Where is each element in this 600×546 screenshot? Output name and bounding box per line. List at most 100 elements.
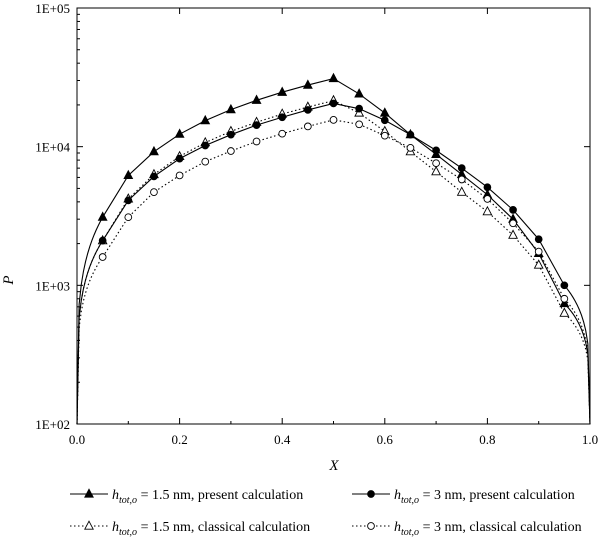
- series-4-point: [483, 195, 492, 203]
- series-4-point: [201, 157, 210, 166]
- series-4-point: [175, 171, 184, 180]
- series-4-line: [76, 119, 591, 425]
- series-1-point: [379, 107, 390, 117]
- legend-subscript: tot,o: [401, 527, 419, 538]
- series-3-point: [150, 172, 158, 181]
- series-4-point: [227, 147, 235, 155]
- series-4-point: [380, 131, 389, 140]
- axes: 0.0 0.2 0.4 0.6 0.8 1.0 1E+02 1E+03 1E+04 1E+05: [35, 1, 598, 447]
- series-3-point: [483, 183, 492, 192]
- series-3-point: [432, 146, 440, 155]
- x-tick-label: 1.0: [582, 432, 598, 447]
- series-4-point: [457, 175, 466, 184]
- legend-symbol: h: [394, 488, 401, 503]
- y-tick-label: 1E+02: [35, 417, 70, 432]
- series-3-point: [329, 99, 338, 108]
- legend-marker: [84, 488, 94, 498]
- series-1-point: [328, 72, 339, 83]
- series-1-point: [302, 79, 313, 89]
- series-4-point: [406, 144, 415, 152]
- legend-marker: [367, 490, 375, 498]
- series-3-point: [124, 196, 133, 205]
- legend-description: = 1.5 nm, present calculation: [137, 488, 303, 503]
- x-tick-label: 0.6: [377, 432, 394, 447]
- series-2-point: [482, 205, 493, 216]
- x-axis-label: X: [328, 458, 339, 474]
- series-3-point: [534, 235, 543, 244]
- series-3-point: [509, 206, 517, 214]
- series-3-point: [457, 164, 466, 172]
- series-1-point: [354, 88, 365, 98]
- series-4-point: [150, 188, 158, 196]
- legend-entry-3: htot,o = 3 nm, present calculation: [352, 488, 575, 506]
- series-4-point: [278, 129, 287, 138]
- y-tick-label: 1E+04: [35, 140, 70, 155]
- legend-entry-2: htot,o = 1.5 nm, classical calculation: [70, 520, 310, 538]
- series-1-point: [277, 86, 288, 96]
- series-3-point: [278, 113, 287, 122]
- series-4-point: [355, 120, 364, 129]
- series-2-point: [533, 259, 544, 269]
- x-tick-label: 0.4: [274, 432, 291, 447]
- series-3-point: [304, 106, 312, 114]
- legend-description: = 3 nm, classical calculation: [419, 520, 582, 535]
- series-3-point: [380, 116, 389, 125]
- y-axis-label: P: [1, 275, 17, 285]
- series-4-point: [560, 294, 569, 303]
- series-3-point: [227, 130, 235, 139]
- y-tick-label: 1E+05: [35, 1, 70, 16]
- series-3-point: [406, 130, 415, 139]
- series-1-point: [174, 128, 185, 138]
- series-3: [76, 99, 591, 425]
- series-4-point: [534, 247, 543, 256]
- legend-marker: [367, 522, 375, 530]
- series-2-point: [508, 229, 518, 239]
- series-1-line: [76, 77, 591, 425]
- series-4-point: [304, 122, 312, 131]
- series-1-point: [251, 94, 262, 104]
- legend-label: htot,o = 3 nm, present calculation: [394, 488, 575, 506]
- legend-label: htot,o = 1.5 nm, present calculation: [112, 488, 303, 506]
- series-3-point: [175, 154, 184, 163]
- series-3-point: [201, 141, 210, 150]
- series-4-point: [124, 213, 133, 222]
- series-1-point: [149, 145, 159, 156]
- series-4-point: [252, 137, 261, 146]
- legend-subscript: tot,o: [119, 527, 137, 538]
- y-tick-label: 1E+03: [35, 278, 70, 293]
- series-3-point: [98, 236, 107, 245]
- series-4: [76, 116, 591, 425]
- series-3-point: [355, 104, 364, 113]
- legend-subscript: tot,o: [119, 495, 137, 506]
- series-3-point: [252, 121, 261, 129]
- series-3-point: [560, 281, 569, 290]
- x-tick-label: 0.2: [171, 432, 187, 447]
- legend-label: htot,o = 3 nm, classical calculation: [394, 520, 582, 538]
- legend-symbol: h: [112, 520, 119, 535]
- legend-symbol: h: [112, 488, 119, 503]
- x-tick-label: 0.0: [69, 432, 85, 447]
- series-2: [76, 94, 591, 425]
- series-layer: [76, 72, 591, 425]
- legend-description: = 1.5 nm, classical calculation: [137, 520, 310, 535]
- legend-entry-4: htot,o = 3 nm, classical calculation: [352, 520, 582, 538]
- series-1-point: [200, 114, 211, 125]
- series-1-point: [123, 169, 134, 180]
- series-1-point: [559, 297, 570, 308]
- series-1-point: [225, 103, 236, 114]
- legend-subscript: tot,o: [401, 495, 419, 506]
- series-2-point: [456, 186, 467, 196]
- legend-marker: [84, 520, 94, 530]
- series-4-point: [98, 253, 107, 261]
- series-2-point: [431, 165, 442, 176]
- legend-description: = 3 nm, present calculation: [419, 488, 575, 503]
- legend-label: htot,o = 1.5 nm, classical calculation: [112, 520, 310, 538]
- series-1: [76, 72, 591, 425]
- series-2-point: [559, 307, 570, 317]
- series-4-point: [432, 159, 440, 168]
- x-tick-label: 0.8: [479, 432, 495, 447]
- legend-symbol: h: [394, 520, 401, 535]
- series-4-point: [329, 116, 338, 124]
- legend: htot,o = 1.5 nm, present calculationhtot…: [70, 488, 582, 538]
